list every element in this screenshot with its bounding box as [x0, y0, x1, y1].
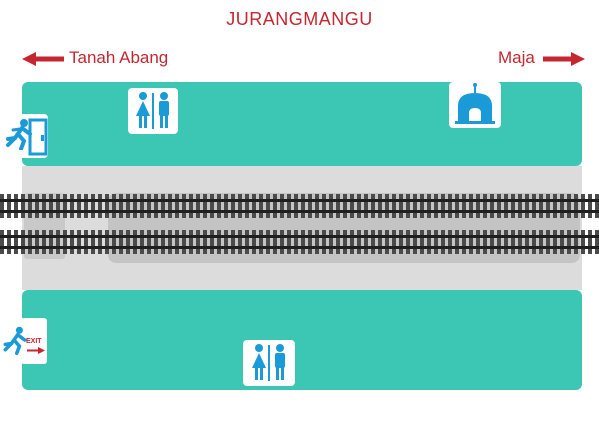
running-person-icon [3, 326, 27, 355]
rail-1 [0, 199, 599, 202]
arrow-right-icon [543, 52, 585, 66]
rail-3 [0, 235, 599, 238]
running-person-icon [6, 119, 32, 150]
exit-sign-text: EXIT [26, 338, 42, 345]
toilet-icon [136, 92, 169, 129]
platform-south [22, 290, 582, 390]
rail-2 [0, 210, 599, 213]
rail-4 [0, 246, 599, 249]
toilet-icon [252, 344, 285, 381]
toilet-sign-bottom [243, 340, 295, 386]
exit-door-icon [28, 118, 48, 156]
exit-arrow-icon [27, 347, 45, 354]
station-title: JURANGMANGU [226, 9, 373, 29]
arrow-left-icon [22, 52, 64, 66]
mosque-icon [455, 83, 495, 124]
toilet-sign-top [128, 88, 178, 134]
mosque-sign [449, 82, 501, 128]
exit-sign-bottom: EXIT [21, 318, 47, 364]
direction-label-left: Tanah Abang [69, 48, 169, 67]
direction-label-right: Maja [498, 48, 535, 67]
railway-tracks [0, 194, 599, 256]
